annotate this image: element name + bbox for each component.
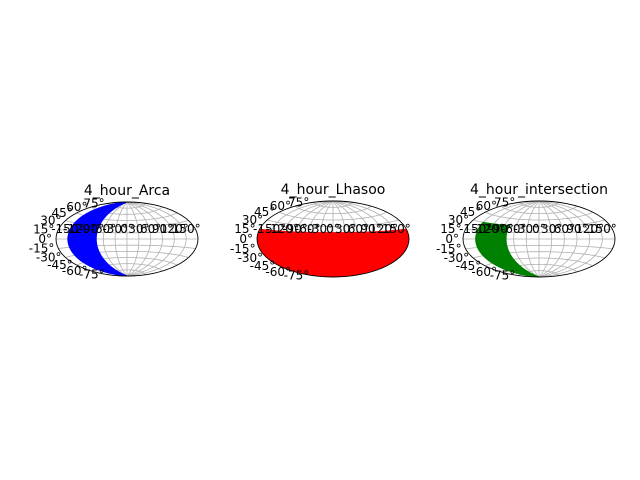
lat-tick-label: -45° — [250, 259, 276, 273]
lat-tick-label: 30° — [242, 213, 263, 227]
grid-meridian — [513, 201, 540, 277]
lon-tick-label: 30° — [541, 222, 562, 236]
lon-tick-label: -120° — [63, 222, 96, 236]
lon-tick-label: -150° — [253, 222, 286, 236]
grid-meridian — [114, 202, 128, 276]
lon-tick-label: 30° — [128, 222, 149, 236]
grid-meridian — [525, 201, 540, 277]
grid-meridian — [538, 201, 565, 277]
lon-tick-label: 0° — [326, 222, 340, 236]
lon-tick-label: -120° — [266, 222, 299, 236]
lat-tick-label: 0° — [38, 232, 52, 246]
map-panel-2: 4_hour_Lhasoo75°60°45°30°15°0°-15°-30°-4… — [230, 182, 411, 283]
sky-region — [67, 202, 128, 276]
lat-tick-label: 60° — [476, 199, 497, 213]
lat-tick-label: -15° — [436, 242, 462, 256]
grid-meridian — [126, 202, 152, 276]
lon-tick-label: 120° — [369, 222, 398, 236]
lon-tick-label: 150° — [588, 222, 617, 236]
map-body — [463, 201, 615, 277]
lon-tick-label: 90° — [152, 222, 173, 236]
lon-tick-label: -30° — [308, 222, 334, 236]
map-outline — [462, 200, 616, 278]
lat-tick-label: -30° — [238, 251, 264, 265]
lat-tick-label: -60° — [265, 265, 291, 279]
lon-tick-label: 120° — [160, 222, 189, 236]
lat-tick-label: 15° — [440, 222, 461, 236]
lat-tick-label: 15° — [33, 222, 54, 236]
panel-title: 4_hour_intersection — [470, 182, 608, 198]
lat-tick-label: 60° — [66, 200, 87, 214]
lat-tick-label: 0° — [239, 232, 253, 246]
grid-meridian — [538, 201, 603, 277]
lon-tick-label: 30° — [335, 222, 356, 236]
grid-meridian — [126, 202, 140, 276]
lat-tick-label: 75° — [288, 195, 309, 209]
lon-tick-label: 60° — [554, 222, 575, 236]
lon-tick-label: -120° — [472, 222, 505, 236]
lat-tick-label: 0° — [445, 232, 459, 246]
lon-tick-label: -90° — [488, 222, 514, 236]
lat-tick-label: -15° — [230, 242, 256, 256]
lon-tick-label: -150° — [459, 222, 492, 236]
map-outline — [55, 201, 199, 277]
lat-tick-label: -45° — [47, 258, 73, 272]
lon-tick-label: 60° — [348, 222, 369, 236]
lat-tick-label: 75° — [83, 196, 104, 210]
grid-meridian — [102, 202, 128, 276]
lat-tick-label: 30° — [448, 213, 469, 227]
grid-meridian — [126, 202, 163, 276]
lat-tick-label: -60° — [62, 264, 88, 278]
lat-tick-label: -75° — [490, 269, 516, 283]
panel-title: 4_hour_Arca — [84, 183, 170, 199]
grid-meridian — [538, 201, 591, 277]
lat-tick-label: 30° — [40, 214, 61, 228]
lat-tick-label: -15° — [29, 242, 55, 256]
lat-tick-label: 45° — [254, 205, 275, 219]
lat-tick-label: -60° — [471, 265, 497, 279]
map-outline — [256, 200, 410, 278]
panel-title: 4_hour_Lhasoo — [281, 182, 386, 198]
grid-meridian — [126, 202, 175, 276]
grid-meridian — [538, 201, 553, 277]
lon-tick-label: 0° — [120, 222, 134, 236]
lon-tick-label: 90° — [566, 222, 587, 236]
lon-tick-label: 90° — [360, 222, 381, 236]
lat-tick-label: 15° — [234, 222, 255, 236]
lon-tick-label: -90° — [282, 222, 308, 236]
lon-tick-label: -60° — [295, 222, 321, 236]
lat-tick-label: -30° — [444, 251, 470, 265]
lon-tick-label: -30° — [102, 222, 128, 236]
lat-tick-label: -75° — [79, 268, 105, 282]
grid-meridian — [126, 202, 187, 276]
lon-tick-label: -150° — [51, 222, 84, 236]
map-panel-1: 4_hour_Arca75°60°45°30°15°0°-15°-30°-45°… — [29, 183, 201, 282]
lon-tick-label: 150° — [382, 222, 411, 236]
lon-tick-label: -30° — [514, 222, 540, 236]
map-panel-3: 4_hour_intersection75°60°45°30°15°0°-15°… — [436, 182, 617, 283]
lon-tick-label: -60° — [501, 222, 527, 236]
sky-region — [475, 221, 540, 277]
lat-tick-label: -75° — [284, 269, 310, 283]
lon-tick-label: 120° — [575, 222, 604, 236]
lon-tick-label: 60° — [140, 222, 161, 236]
lon-tick-label: 0° — [532, 222, 546, 236]
lat-tick-label: -30° — [36, 251, 62, 265]
lat-tick-label: 60° — [270, 199, 291, 213]
lon-tick-label: -90° — [79, 222, 105, 236]
lat-tick-label: -45° — [456, 259, 482, 273]
lat-tick-label: 45° — [52, 206, 73, 220]
map-body — [56, 202, 198, 276]
grid-meridian — [538, 201, 578, 277]
lat-tick-label: 75° — [494, 195, 515, 209]
lon-tick-label: -60° — [91, 222, 117, 236]
lat-tick-label: 45° — [460, 205, 481, 219]
lon-tick-label: 150° — [172, 222, 201, 236]
